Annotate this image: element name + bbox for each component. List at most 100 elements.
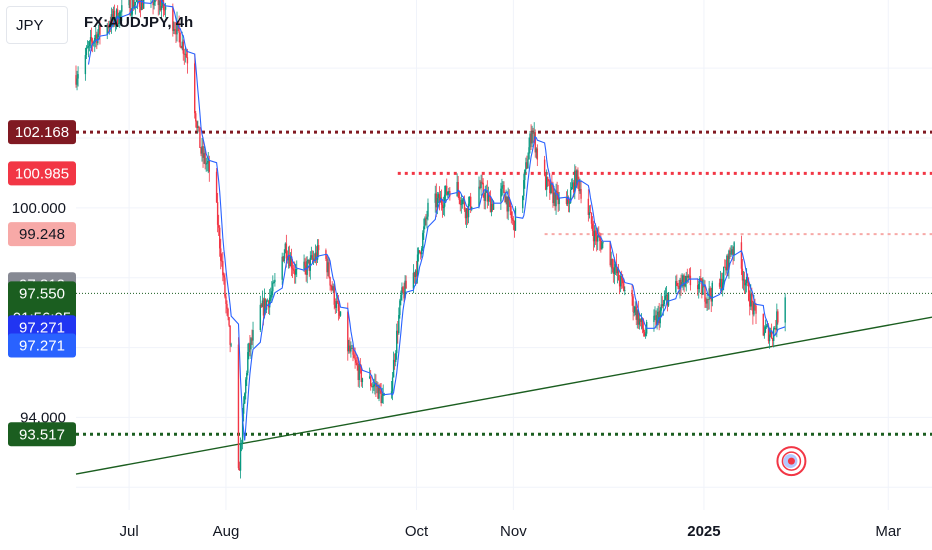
price-label-text: 97.271 bbox=[19, 319, 65, 336]
candle-body bbox=[731, 249, 733, 254]
candle-body bbox=[390, 391, 393, 394]
candle-body bbox=[447, 192, 449, 195]
candle-body bbox=[421, 248, 423, 255]
candle-body bbox=[141, 0, 144, 9]
candle-body bbox=[465, 208, 468, 219]
candle-body bbox=[643, 332, 646, 336]
candle-body bbox=[282, 256, 284, 262]
candle-body bbox=[249, 343, 251, 350]
candle-body bbox=[464, 209, 467, 219]
candle-body bbox=[457, 181, 459, 192]
candle-body bbox=[523, 180, 525, 196]
candle-body bbox=[551, 183, 553, 187]
candle-body bbox=[524, 169, 526, 181]
currency-selector[interactable]: JPY bbox=[6, 6, 68, 44]
candle-body bbox=[732, 249, 734, 255]
candle-body bbox=[438, 194, 441, 203]
candle-body bbox=[444, 185, 447, 195]
candle-body bbox=[270, 294, 272, 298]
candle-body bbox=[763, 332, 766, 336]
candle-body bbox=[771, 338, 774, 341]
candle-body bbox=[206, 162, 208, 164]
candle-body bbox=[775, 328, 777, 330]
candle-body bbox=[238, 468, 241, 471]
candle-body bbox=[99, 24, 101, 35]
price-label-text: 100.985 bbox=[15, 165, 69, 182]
candle-body bbox=[352, 348, 354, 355]
candle-body bbox=[440, 197, 443, 205]
candle-body bbox=[644, 333, 647, 336]
candle-body bbox=[615, 263, 618, 274]
candle-body bbox=[292, 269, 295, 271]
candle-body bbox=[121, 5, 123, 12]
candle-body bbox=[729, 250, 731, 255]
candle-body bbox=[620, 275, 623, 279]
candle-body bbox=[513, 220, 516, 231]
candle-body bbox=[446, 185, 448, 195]
candle-body bbox=[398, 315, 400, 334]
candle-body bbox=[566, 197, 569, 204]
candle-body bbox=[331, 285, 333, 291]
candle-body bbox=[339, 311, 342, 316]
candle-body bbox=[677, 285, 679, 287]
candle-body bbox=[704, 284, 706, 302]
candle-body bbox=[482, 182, 484, 195]
candle-body bbox=[262, 300, 265, 316]
candle-body bbox=[593, 230, 596, 242]
candle-body bbox=[631, 290, 633, 297]
candle-body bbox=[483, 194, 485, 201]
candle-body bbox=[75, 75, 77, 85]
candle-body bbox=[545, 177, 548, 190]
candle-body bbox=[326, 258, 328, 273]
candle-body bbox=[335, 301, 338, 308]
candle-body bbox=[195, 113, 197, 122]
candle-body bbox=[85, 47, 88, 56]
candle-body bbox=[290, 256, 293, 269]
candle-body bbox=[744, 283, 747, 286]
candle-body bbox=[503, 185, 505, 193]
candle-body bbox=[222, 261, 224, 276]
candle-body bbox=[273, 282, 275, 283]
candle-body bbox=[427, 202, 429, 217]
candle-body bbox=[196, 121, 198, 129]
x-tick-label: Mar bbox=[875, 523, 901, 540]
candle-body bbox=[107, 24, 109, 29]
candle-body bbox=[657, 311, 659, 315]
candle-body bbox=[109, 26, 112, 28]
candle-body bbox=[618, 280, 621, 287]
price-label-text: 97.271 bbox=[19, 337, 65, 354]
symbol-interval: 4h bbox=[175, 14, 194, 31]
candle-body bbox=[288, 256, 291, 267]
candle-body bbox=[529, 133, 531, 148]
candle-body bbox=[573, 182, 575, 193]
candle-body bbox=[748, 281, 750, 301]
candle-body bbox=[186, 57, 189, 64]
candle-body bbox=[730, 253, 732, 255]
candle-body bbox=[216, 202, 219, 225]
candle-body bbox=[548, 180, 550, 182]
candle-body bbox=[336, 301, 339, 303]
candle-body bbox=[762, 313, 764, 336]
candle-body bbox=[619, 275, 622, 287]
candle-body bbox=[550, 183, 552, 194]
candle-body bbox=[467, 203, 470, 218]
candle-body bbox=[434, 193, 436, 203]
candle-body bbox=[463, 199, 466, 210]
candle-body bbox=[525, 162, 527, 170]
candle-body bbox=[526, 162, 528, 169]
candle-body bbox=[173, 28, 175, 31]
candle-body bbox=[587, 198, 590, 215]
candle-body bbox=[448, 191, 450, 193]
price-label-text: 99.248 bbox=[19, 226, 65, 243]
candle-body bbox=[283, 252, 285, 262]
candle-body bbox=[426, 216, 428, 220]
symbol-name: FX:AUDJPY bbox=[84, 14, 168, 31]
candle-body bbox=[200, 147, 202, 154]
candle-body bbox=[567, 197, 570, 204]
candle-body bbox=[491, 204, 494, 210]
candle-body bbox=[281, 256, 283, 280]
candle-body bbox=[272, 282, 274, 292]
candle-body bbox=[501, 185, 503, 189]
